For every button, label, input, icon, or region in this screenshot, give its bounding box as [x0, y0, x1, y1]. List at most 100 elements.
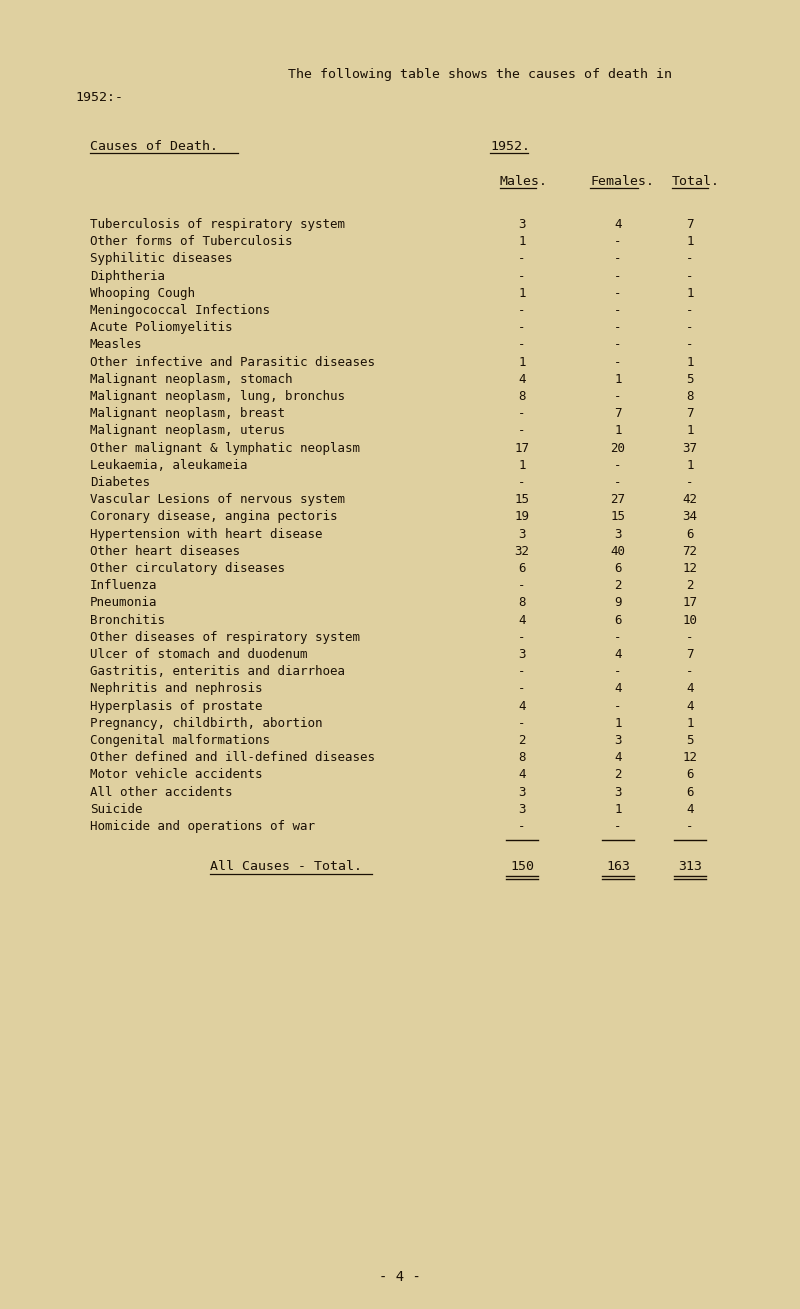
- Text: 4: 4: [686, 682, 694, 695]
- Text: 7: 7: [686, 219, 694, 230]
- Text: 2: 2: [614, 768, 622, 781]
- Text: -: -: [614, 356, 622, 369]
- Text: -: -: [686, 270, 694, 283]
- Text: 3: 3: [518, 785, 526, 798]
- Text: Coronary disease, angina pectoris: Coronary disease, angina pectoris: [90, 511, 338, 524]
- Text: Malignant neoplasm, stomach: Malignant neoplasm, stomach: [90, 373, 293, 386]
- Text: -: -: [518, 631, 526, 644]
- Text: 5: 5: [686, 373, 694, 386]
- Text: 7: 7: [686, 648, 694, 661]
- Text: 1: 1: [614, 802, 622, 816]
- Text: 34: 34: [682, 511, 698, 524]
- Text: 15: 15: [514, 493, 530, 507]
- Text: 6: 6: [614, 562, 622, 575]
- Text: 6: 6: [686, 528, 694, 541]
- Text: All Causes - Total.: All Causes - Total.: [210, 860, 362, 873]
- Text: -: -: [518, 304, 526, 317]
- Text: -: -: [518, 665, 526, 678]
- Text: -: -: [614, 458, 622, 471]
- Text: Females.: Females.: [590, 175, 654, 188]
- Text: 4: 4: [686, 699, 694, 712]
- Text: Other diseases of respiratory system: Other diseases of respiratory system: [90, 631, 360, 644]
- Text: 4: 4: [518, 614, 526, 627]
- Text: 9: 9: [614, 597, 622, 610]
- Text: 8: 8: [518, 390, 526, 403]
- Text: Bronchitis: Bronchitis: [90, 614, 165, 627]
- Text: -: -: [686, 665, 694, 678]
- Text: 20: 20: [610, 441, 626, 454]
- Text: 42: 42: [682, 493, 698, 507]
- Text: 1952.: 1952.: [490, 140, 530, 153]
- Text: 3: 3: [614, 734, 622, 747]
- Text: 4: 4: [518, 699, 526, 712]
- Text: -: -: [686, 339, 694, 351]
- Text: Hypertension with heart disease: Hypertension with heart disease: [90, 528, 322, 541]
- Text: Nephritis and nephrosis: Nephritis and nephrosis: [90, 682, 262, 695]
- Text: 313: 313: [678, 860, 702, 873]
- Text: Whooping Cough: Whooping Cough: [90, 287, 195, 300]
- Text: 1: 1: [518, 287, 526, 300]
- Text: 4: 4: [614, 682, 622, 695]
- Text: 1: 1: [686, 287, 694, 300]
- Text: 8: 8: [518, 751, 526, 764]
- Text: 4: 4: [518, 373, 526, 386]
- Text: Diabetes: Diabetes: [90, 476, 150, 490]
- Text: 3: 3: [614, 785, 622, 798]
- Text: -: -: [518, 424, 526, 437]
- Text: 7: 7: [614, 407, 622, 420]
- Text: 1: 1: [614, 424, 622, 437]
- Text: 1952:-: 1952:-: [75, 92, 123, 103]
- Text: 40: 40: [610, 545, 626, 558]
- Text: Other circulatory diseases: Other circulatory diseases: [90, 562, 285, 575]
- Text: 27: 27: [610, 493, 626, 507]
- Text: -: -: [614, 390, 622, 403]
- Text: -: -: [518, 579, 526, 592]
- Text: 37: 37: [682, 441, 698, 454]
- Text: -: -: [518, 407, 526, 420]
- Text: Meningococcal Infections: Meningococcal Infections: [90, 304, 270, 317]
- Text: Males.: Males.: [500, 175, 548, 188]
- Text: -: -: [614, 270, 622, 283]
- Text: -: -: [518, 717, 526, 730]
- Text: 1: 1: [686, 458, 694, 471]
- Text: -: -: [518, 339, 526, 351]
- Text: 1: 1: [686, 236, 694, 249]
- Text: - 4 -: - 4 -: [379, 1270, 421, 1284]
- Text: 6: 6: [686, 768, 694, 781]
- Text: 6: 6: [518, 562, 526, 575]
- Text: 2: 2: [686, 579, 694, 592]
- Text: Malignant neoplasm, lung, bronchus: Malignant neoplasm, lung, bronchus: [90, 390, 345, 403]
- Text: 1: 1: [686, 356, 694, 369]
- Text: 2: 2: [518, 734, 526, 747]
- Text: 12: 12: [682, 562, 698, 575]
- Text: -: -: [614, 236, 622, 249]
- Text: 3: 3: [518, 528, 526, 541]
- Text: -: -: [518, 682, 526, 695]
- Text: Malignant neoplasm, breast: Malignant neoplasm, breast: [90, 407, 285, 420]
- Text: 1: 1: [686, 424, 694, 437]
- Text: 8: 8: [686, 390, 694, 403]
- Text: Diphtheria: Diphtheria: [90, 270, 165, 283]
- Text: 6: 6: [614, 614, 622, 627]
- Text: 7: 7: [686, 407, 694, 420]
- Text: 4: 4: [518, 768, 526, 781]
- Text: 1: 1: [518, 236, 526, 249]
- Text: 3: 3: [518, 648, 526, 661]
- Text: 12: 12: [682, 751, 698, 764]
- Text: 1: 1: [686, 717, 694, 730]
- Text: 150: 150: [510, 860, 534, 873]
- Text: -: -: [614, 819, 622, 833]
- Text: Measles: Measles: [90, 339, 142, 351]
- Text: 17: 17: [514, 441, 530, 454]
- Text: -: -: [686, 819, 694, 833]
- Text: Influenza: Influenza: [90, 579, 158, 592]
- Text: -: -: [686, 253, 694, 266]
- Text: -: -: [518, 253, 526, 266]
- Text: 1: 1: [518, 356, 526, 369]
- Text: Leukaemia, aleukameia: Leukaemia, aleukameia: [90, 458, 247, 471]
- Text: 10: 10: [682, 614, 698, 627]
- Text: 5: 5: [686, 734, 694, 747]
- Text: Other forms of Tuberculosis: Other forms of Tuberculosis: [90, 236, 293, 249]
- Text: -: -: [686, 631, 694, 644]
- Text: Gastritis, enteritis and diarrhoea: Gastritis, enteritis and diarrhoea: [90, 665, 345, 678]
